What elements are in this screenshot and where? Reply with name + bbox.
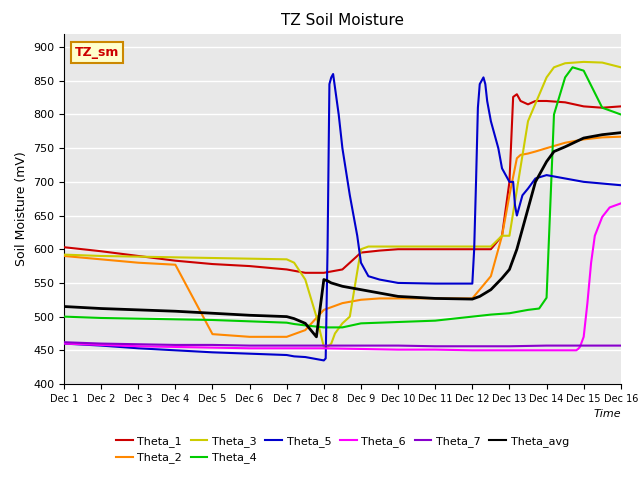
Legend: Theta_1, Theta_2, Theta_3, Theta_4, Theta_5, Theta_6, Theta_7, Theta_avg: Theta_1, Theta_2, Theta_3, Theta_4, Thet…	[111, 432, 573, 468]
Text: Time: Time	[593, 408, 621, 419]
Text: TZ_sm: TZ_sm	[75, 46, 120, 59]
Y-axis label: Soil Moisture (mV): Soil Moisture (mV)	[15, 151, 28, 266]
Title: TZ Soil Moisture: TZ Soil Moisture	[281, 13, 404, 28]
